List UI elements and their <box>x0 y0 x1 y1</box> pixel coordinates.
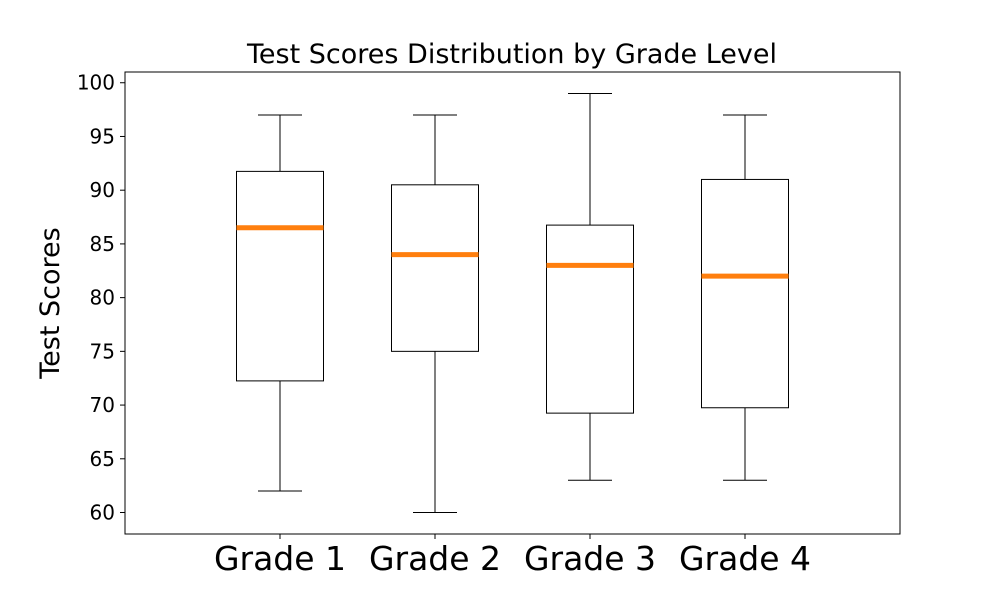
y-tick-label: 100 <box>77 71 115 95</box>
box <box>391 184 479 352</box>
y-tick-label: 80 <box>90 286 115 310</box>
y-tick-label: 85 <box>90 232 115 256</box>
y-tick-label: 60 <box>90 501 115 525</box>
y-tick-label: 95 <box>90 124 115 148</box>
y-tick-label: 75 <box>90 339 115 363</box>
box <box>236 170 324 382</box>
x-tick-label: Grade 2 <box>369 539 501 578</box>
box <box>546 224 634 414</box>
y-tick-label: 90 <box>90 178 115 202</box>
y-tick-label: 70 <box>90 393 115 417</box>
plot-area: 60 65 70 75 80 85 90 95 100 Grade 1 Grade 2 Grade 3… <box>77 71 811 578</box>
axes-frame <box>124 71 901 535</box>
x-tick-label: Grade 3 <box>524 539 656 578</box>
box <box>701 178 789 409</box>
y-tick-label: 65 <box>90 447 115 471</box>
x-tick-label: Grade 1 <box>214 539 346 578</box>
y-axis-label: Test Scores <box>35 227 66 379</box>
x-tick-label: Grade 4 <box>679 539 811 578</box>
chart-title: Test Scores Distribution by Grade Level <box>246 39 777 70</box>
